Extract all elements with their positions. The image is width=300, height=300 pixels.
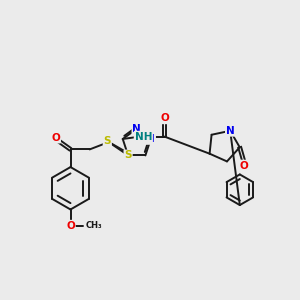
Text: O: O xyxy=(160,113,169,123)
Text: S: S xyxy=(103,136,111,146)
Text: N: N xyxy=(146,134,155,144)
Text: O: O xyxy=(51,133,60,142)
Text: S: S xyxy=(124,150,132,161)
Text: O: O xyxy=(66,221,75,231)
Text: O: O xyxy=(240,160,248,170)
Text: N: N xyxy=(132,124,141,134)
Text: CH₃: CH₃ xyxy=(86,221,102,230)
Text: N: N xyxy=(226,126,235,136)
Text: NH: NH xyxy=(135,132,152,142)
